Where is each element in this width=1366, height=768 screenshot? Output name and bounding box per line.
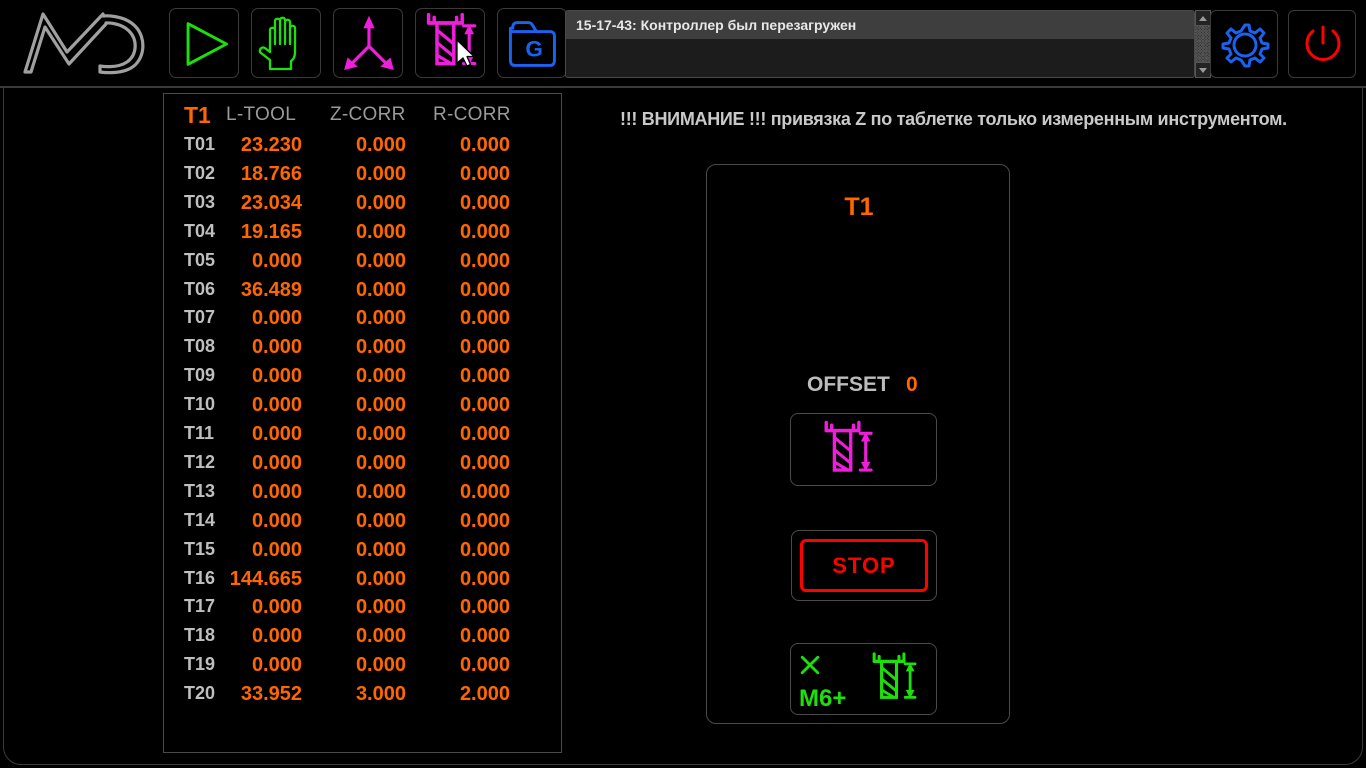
svg-text:G: G <box>525 36 543 61</box>
